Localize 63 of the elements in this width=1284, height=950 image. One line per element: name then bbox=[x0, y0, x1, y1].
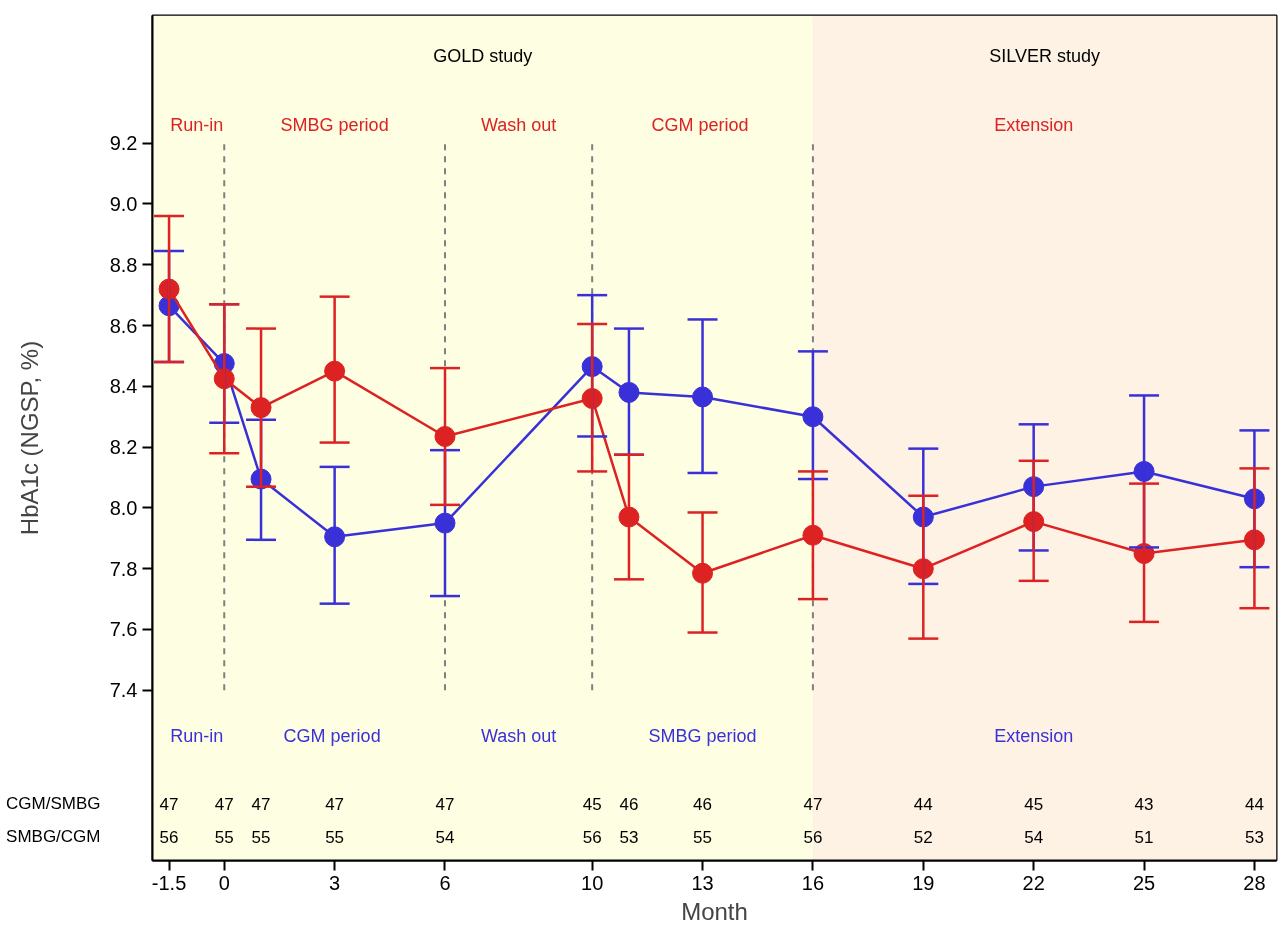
x-tick-label: 16 bbox=[801, 871, 825, 894]
x-axis-title: Month bbox=[681, 897, 748, 925]
annotation: CGM period bbox=[283, 725, 381, 746]
text: CGM/SMBG bbox=[6, 794, 101, 814]
y-tick-label: 7.4 bbox=[109, 679, 138, 702]
annotation: 45 bbox=[582, 794, 602, 814]
annotation: 54 bbox=[435, 827, 455, 847]
x-tick-label: 25 bbox=[1132, 871, 1156, 894]
annotation: 55 bbox=[325, 827, 345, 847]
annotation: 46 bbox=[619, 794, 639, 814]
annotation: CGM period bbox=[651, 114, 749, 135]
y-tick-label: 8.2 bbox=[109, 436, 138, 459]
annotation: SMBG period bbox=[280, 114, 389, 135]
annotation: 47 bbox=[803, 794, 823, 814]
annotation: Wash out bbox=[480, 114, 557, 135]
annotation: 51 bbox=[1134, 827, 1154, 847]
band-label: GOLD study bbox=[433, 45, 533, 66]
y-tick-label: 7.8 bbox=[109, 557, 138, 580]
annotation: 56 bbox=[582, 827, 602, 847]
y-tick-label: 8.4 bbox=[109, 375, 138, 398]
annotation: Run-in bbox=[170, 725, 224, 746]
x-tick-label: 22 bbox=[1022, 871, 1045, 894]
annotation: 45 bbox=[1024, 794, 1044, 814]
annotation: 55 bbox=[214, 827, 234, 847]
annotation: 47 bbox=[159, 794, 179, 814]
annotation: 43 bbox=[1134, 794, 1154, 814]
x-tick-label: 3 bbox=[329, 871, 341, 894]
annotation: 55 bbox=[693, 827, 713, 847]
text: SMBG/CGM bbox=[6, 827, 101, 847]
y-tick-label: 9.2 bbox=[109, 132, 138, 155]
x-tick-label: 13 bbox=[691, 871, 714, 894]
x-tick-label: 0 bbox=[218, 871, 230, 894]
annotation: 47 bbox=[251, 794, 271, 814]
y-tick-label: 8.0 bbox=[109, 496, 138, 519]
y-tick-label: 7.6 bbox=[109, 618, 138, 641]
annotation: 53 bbox=[1244, 827, 1264, 847]
y-tick-label: 9.0 bbox=[109, 192, 138, 215]
x-tick-label: -1.5 bbox=[151, 871, 187, 894]
x-tick-label: 28 bbox=[1243, 871, 1266, 894]
annotation: Extension bbox=[994, 725, 1074, 746]
annotation: 44 bbox=[913, 794, 933, 814]
annotation: 47 bbox=[214, 794, 234, 814]
annotation: 47 bbox=[325, 794, 345, 814]
annotation: SMBG period bbox=[648, 725, 757, 746]
annotation: 47 bbox=[435, 794, 455, 814]
y-tick-label: 8.8 bbox=[109, 253, 138, 276]
annotation: Wash out bbox=[480, 725, 557, 746]
annotation: 52 bbox=[913, 827, 933, 847]
annotation: 44 bbox=[1244, 794, 1264, 814]
annotation: 56 bbox=[159, 827, 179, 847]
annotation: Run-in bbox=[170, 114, 224, 135]
x-tick-label: 6 bbox=[439, 871, 451, 894]
x-tick-label: 19 bbox=[912, 871, 935, 894]
annotation: 54 bbox=[1024, 827, 1044, 847]
band-label: SILVER study bbox=[989, 45, 1101, 66]
annotation: 46 bbox=[693, 794, 713, 814]
y-tick-label: 8.6 bbox=[109, 314, 138, 337]
y-axis-title: HbA1c (NGSP, %) bbox=[16, 340, 44, 536]
x-tick-label: 10 bbox=[581, 871, 604, 894]
annotation: Extension bbox=[994, 114, 1074, 135]
annotation: 56 bbox=[803, 827, 823, 847]
annotation: 55 bbox=[251, 827, 271, 847]
annotation: 53 bbox=[619, 827, 639, 847]
